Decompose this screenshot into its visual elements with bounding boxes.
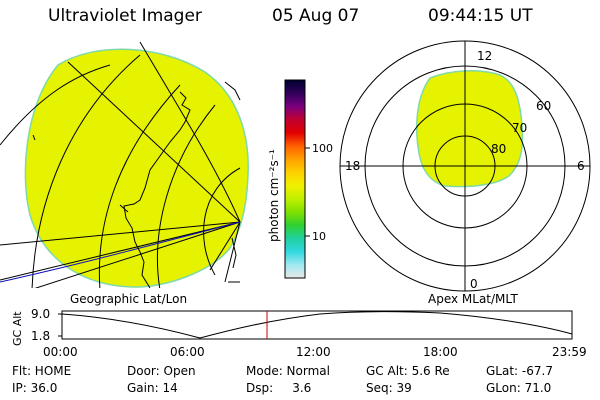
- colorbar: [284, 79, 306, 279]
- mlt-label-18: 18: [345, 159, 360, 173]
- mlat-label-60: 60: [536, 99, 551, 113]
- xtick-2359: 23:59: [552, 345, 587, 359]
- gain-value: Gain: 14: [127, 381, 178, 395]
- mlt-label-6: 6: [577, 159, 585, 173]
- xtick-0600: 06:00: [170, 345, 205, 359]
- colorbar-tick-10: 10: [312, 230, 326, 243]
- gc-altitude: GC Alt: 5.6 Re: [366, 364, 450, 378]
- xtick-1200: 12:00: [296, 345, 331, 359]
- geo-grid: [0, 41, 241, 288]
- instrument-title: Ultraviolet Imager: [48, 6, 202, 26]
- xtick-1800: 18:00: [423, 345, 458, 359]
- ip-value: IP: 36.0: [12, 381, 58, 395]
- time-label: 09:44:15 UT: [428, 6, 533, 26]
- geo-auroral-image: [24, 48, 249, 288]
- altitude-ytick-high: 9.0: [31, 307, 50, 321]
- altitude-ylabel: GC Alt: [11, 311, 24, 346]
- door-status: Door: Open: [127, 364, 196, 378]
- mlat-label-70: 70: [512, 121, 527, 135]
- mlt-label-12: 12: [477, 49, 492, 63]
- dsp-value: Dsp: 3.6: [246, 381, 312, 395]
- polar-panel-label: Apex MLat/MLT: [428, 292, 518, 306]
- flight-mode: Flt: HOME: [12, 364, 72, 378]
- colorbar-tick-100: 100: [312, 142, 333, 155]
- mode-value: Mode: Normal: [246, 364, 330, 378]
- xtick-0000: 00:00: [43, 345, 78, 359]
- mlt-label-0: 0: [470, 277, 478, 291]
- sequence-number: Seq: 39: [366, 381, 412, 395]
- polar-panel: [339, 40, 591, 292]
- polar-auroral-image: [416, 69, 524, 188]
- mlat-label-80: 80: [491, 142, 506, 156]
- altitude-plot: [58, 310, 573, 340]
- geo-panel-label: Geographic Lat/Lon: [70, 292, 187, 306]
- geo-panel: [0, 41, 249, 289]
- date-label: 05 Aug 07: [272, 6, 360, 26]
- geo-longitude: GLon: 71.0: [486, 381, 552, 395]
- altitude-ytick-low: 1.8: [31, 329, 50, 343]
- geo-latitude: GLat: -67.7: [486, 364, 553, 378]
- colorbar-unit-label: photon cm⁻²s⁻¹: [267, 149, 281, 242]
